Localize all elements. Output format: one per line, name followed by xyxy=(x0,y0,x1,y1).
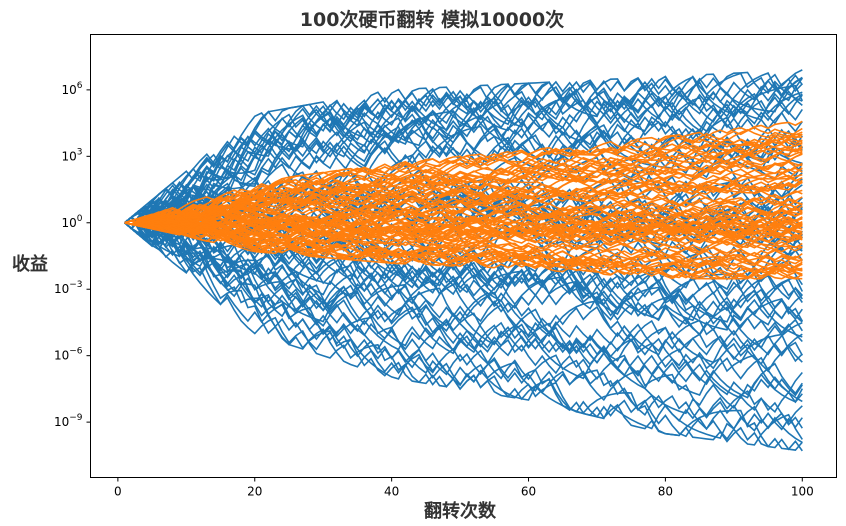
series-line xyxy=(124,222,803,394)
series-line xyxy=(124,95,803,230)
x-tick-label: 60 xyxy=(521,485,536,499)
series-line xyxy=(124,217,803,237)
series-line xyxy=(124,219,803,269)
series-line xyxy=(124,219,803,245)
series-line xyxy=(124,211,803,452)
series-line xyxy=(124,215,803,397)
series-line xyxy=(124,219,803,403)
series-1 xyxy=(124,120,803,280)
series-line xyxy=(124,137,803,224)
series-line xyxy=(124,165,803,226)
series-line xyxy=(124,218,803,239)
x-tick-label: 80 xyxy=(658,485,673,499)
chart-title: 100次硬币翻转 模拟10000次 xyxy=(300,8,564,31)
series-line xyxy=(124,219,803,276)
series-line xyxy=(124,211,803,444)
series-line xyxy=(124,211,803,415)
y-tick-label: 103 xyxy=(61,147,82,163)
series-line xyxy=(124,76,803,229)
series-line xyxy=(124,174,803,227)
series-line xyxy=(124,216,803,253)
series-line xyxy=(124,208,804,403)
y-axis-label: 收益 xyxy=(12,253,48,275)
y-tick-label: 10−9 xyxy=(54,413,83,429)
series-line xyxy=(124,128,803,224)
series-line xyxy=(124,215,803,440)
series-line xyxy=(124,111,803,230)
series-line xyxy=(124,222,803,396)
series-line xyxy=(124,219,803,245)
x-tick-label: 100 xyxy=(791,485,814,499)
series-line xyxy=(124,217,803,257)
series-line xyxy=(124,221,803,280)
y-tick-label: 10−3 xyxy=(54,280,83,296)
x-axis-ticks: 0 20 40 60 80 100 xyxy=(114,477,814,499)
x-tick-label: 20 xyxy=(247,485,262,499)
y-tick-label: 100 xyxy=(61,214,82,230)
series-line xyxy=(124,152,803,228)
series-line xyxy=(124,208,803,231)
plot-area xyxy=(124,69,804,452)
series-line xyxy=(124,210,803,343)
series-line xyxy=(124,124,803,238)
series-line xyxy=(124,208,803,370)
series-line xyxy=(124,214,803,242)
series-line xyxy=(124,91,803,225)
series-line xyxy=(124,141,803,227)
series-line xyxy=(124,222,803,331)
y-axis-ticks: 10−9 10−6 10−3 100 103 106 xyxy=(54,81,91,429)
x-axis-label: 翻转次数 xyxy=(424,500,497,522)
series-line xyxy=(124,217,804,373)
series-line xyxy=(124,200,803,228)
series-line xyxy=(124,215,803,446)
x-tick-label: 40 xyxy=(384,485,399,499)
series-line xyxy=(124,210,803,349)
x-tick-label: 0 xyxy=(114,485,122,499)
plot-frame xyxy=(90,34,837,478)
series-line xyxy=(124,181,803,224)
y-tick-label: 106 xyxy=(61,81,82,97)
series-line xyxy=(124,133,803,224)
y-tick-label: 10−6 xyxy=(54,347,83,363)
